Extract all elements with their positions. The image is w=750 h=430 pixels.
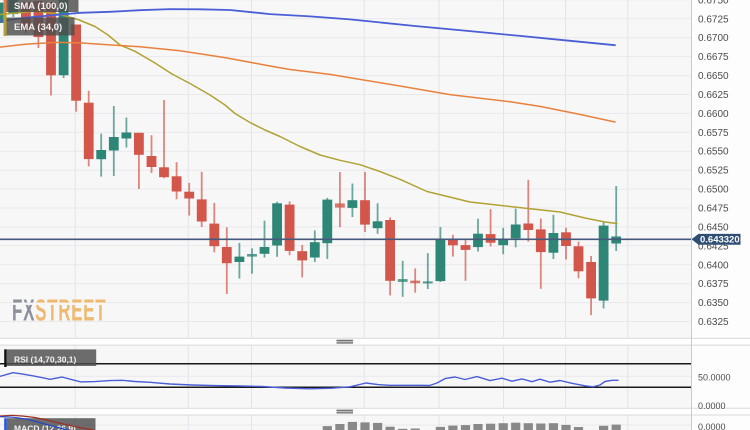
svg-text:0.6600: 0.6600 bbox=[698, 109, 729, 120]
svg-text:0.6525: 0.6525 bbox=[698, 166, 729, 177]
svg-text:0.6500: 0.6500 bbox=[698, 185, 729, 196]
svg-text:0.6650: 0.6650 bbox=[698, 71, 729, 82]
svg-text:0.6725: 0.6725 bbox=[698, 14, 729, 25]
svg-text:0.6550: 0.6550 bbox=[698, 147, 729, 158]
svg-text:0.6750: 0.6750 bbox=[698, 0, 729, 6]
svg-text:0.6475: 0.6475 bbox=[698, 204, 729, 215]
svg-text:FXSTREET: FXSTREET bbox=[12, 293, 106, 328]
svg-text:0.6425: 0.6425 bbox=[698, 241, 729, 252]
svg-text:MACD (12,26,9): MACD (12,26,9) bbox=[14, 424, 76, 430]
svg-text:0.6450: 0.6450 bbox=[698, 222, 729, 233]
svg-text:EMA (34,0): EMA (34,0) bbox=[14, 22, 62, 33]
svg-text:0.6675: 0.6675 bbox=[698, 52, 729, 63]
svg-text:0.6625: 0.6625 bbox=[698, 90, 729, 101]
svg-text:0.6400: 0.6400 bbox=[698, 260, 729, 271]
svg-text:0.6325: 0.6325 bbox=[698, 317, 729, 328]
svg-text:0.6575: 0.6575 bbox=[698, 128, 729, 139]
svg-text:0.643320: 0.643320 bbox=[700, 235, 740, 246]
svg-text:0.6350: 0.6350 bbox=[698, 298, 729, 309]
svg-text:0.6700: 0.6700 bbox=[698, 33, 729, 44]
svg-text:0.0000: 0.0000 bbox=[698, 401, 726, 411]
svg-text:0.6375: 0.6375 bbox=[698, 279, 729, 290]
svg-text:50.0000: 50.0000 bbox=[698, 373, 731, 383]
svg-text:0.0000: 0.0000 bbox=[698, 422, 726, 430]
svg-text:RSI (14,70,30,1): RSI (14,70,30,1) bbox=[14, 355, 77, 365]
svg-text:SMA (100,0): SMA (100,0) bbox=[14, 1, 68, 12]
